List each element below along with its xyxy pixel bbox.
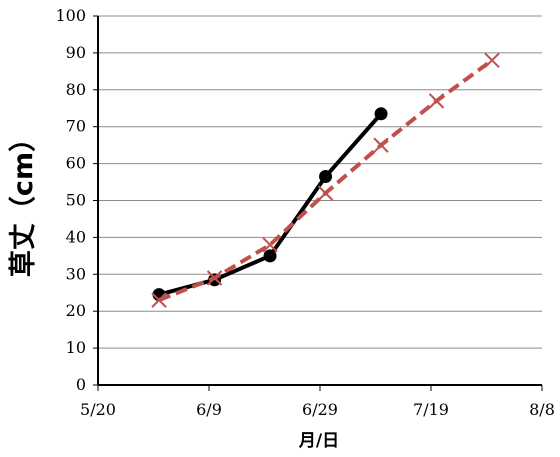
data-series [151,52,500,308]
x-marker-stroke [484,52,500,68]
y-tick-label: 20 [66,301,86,320]
y-tick-label: 70 [66,117,86,136]
x-marker-stroke [428,93,445,109]
y-tick-label: 0 [76,375,86,394]
y-axis-label: 草丈（cm） [8,125,39,277]
x-tick-label: 7/19 [413,400,449,419]
x-marker-stroke [317,185,334,201]
series-2-point [317,185,334,201]
series-2-point [428,93,445,109]
series-1-point [374,107,388,121]
y-tick-label: 40 [66,227,86,246]
y-tick-label: 60 [66,154,86,173]
series-2-point [373,137,389,153]
series-1-point [263,249,277,263]
series-2-point [262,237,278,253]
x-tick-label: 6/29 [302,400,338,419]
y-tick-label: 50 [66,191,86,210]
y-tick-label: 90 [66,43,86,62]
x-marker-stroke [373,137,389,153]
y-tick-label: 10 [66,338,86,357]
x-tick-label: 8/8 [529,400,555,419]
series-2-point [484,52,500,68]
series-2-point [206,270,223,286]
x-marker-stroke [206,270,223,286]
y-tick-label: 100 [55,6,86,25]
y-tick-label: 30 [66,264,86,283]
series-1-point [319,170,333,184]
axes [93,15,543,391]
series-2-point [151,292,167,308]
x-tick-labels: 5/20 6/9 6/29 7/19 8/8 [80,400,555,419]
x-marker-stroke [262,237,278,253]
x-axis-label: 月/日 [298,431,339,451]
x-tick-label: 6/9 [196,400,222,419]
x-tick-label: 5/20 [80,400,116,419]
series-1-line [158,112,383,297]
y-tick-labels: 0 10 20 30 40 50 60 70 80 90 100 [55,6,86,394]
y-tick-label: 80 [66,80,86,99]
x-marker-stroke [151,292,167,308]
